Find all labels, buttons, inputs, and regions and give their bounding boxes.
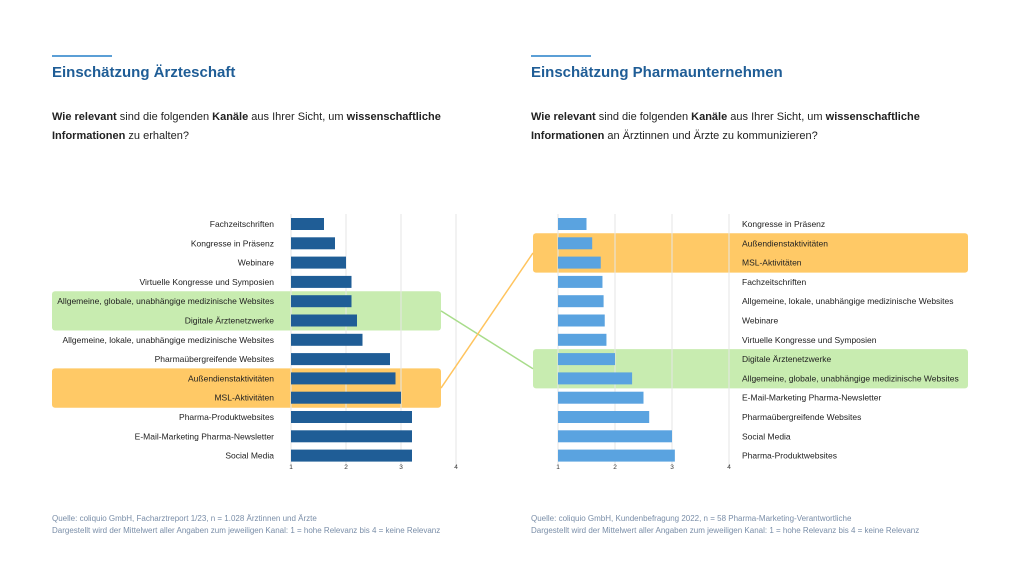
left-question-text-2: aus Ihrer Sicht, um [248, 111, 347, 123]
left-bar [291, 411, 412, 423]
right-tick-label: 2 [613, 464, 617, 471]
right-bar [558, 391, 644, 404]
right-category-label: Allgemeine, lokale, unabhängige medizini… [742, 296, 954, 306]
right-category-label: Pharma-Produktwebsites [742, 451, 837, 461]
right-category-label: Fachzeitschriften [742, 277, 807, 287]
left-heading: Einschätzung Ärzteschaft [52, 64, 236, 81]
right-bar [558, 430, 672, 443]
left-bar [291, 353, 390, 366]
right-bar [558, 372, 633, 385]
right-accent-line [531, 55, 591, 57]
left-question-text-3: zu erhalten? [125, 130, 189, 142]
left-tick-label: 4 [454, 464, 458, 471]
left-category-label: Digitale Ärztenetzwerke [185, 316, 275, 326]
left-bar [291, 391, 401, 404]
right-highlight-orange [533, 233, 968, 273]
left-bar [291, 256, 346, 269]
right-tick-label: 3 [670, 464, 674, 471]
right-source: Quelle: coliquio GmbH, Kundenbefragung 2… [531, 514, 852, 523]
left-bar [291, 218, 324, 230]
bars-layer [291, 218, 675, 462]
right-bar [558, 333, 607, 346]
right-question-text-3: an Ärztinnen und Ärzte zu kommunizieren? [604, 130, 818, 142]
right-category-label: Social Media [742, 431, 791, 441]
left-category-label: Außendienstaktivitäten [188, 373, 274, 383]
left-bar [291, 333, 363, 346]
right-question-text-1: sind die folgenden [595, 111, 692, 123]
left-bar [291, 430, 412, 443]
left-bar [291, 449, 412, 462]
right-tick-label: 4 [727, 464, 731, 471]
right-question-bold-1: Wie relevant [531, 111, 596, 123]
right-question-bold-2: Kanäle [691, 111, 728, 123]
left-accent-line [52, 55, 112, 57]
left-category-label: Kongresse in Präsenz [191, 238, 274, 248]
left-category-label: Webinare [238, 258, 274, 268]
right-bar [558, 275, 603, 288]
right-highlight-green [533, 349, 968, 389]
left-question-bold-2: Kanäle [212, 111, 249, 123]
connector-orange-line [440, 252, 534, 389]
right-category-label: Digitale Ärztenetzwerke [742, 354, 832, 364]
left-category-label: Pharma-Produktwebsites [179, 412, 274, 422]
left-note: Dargestellt wird der Mittelwert aller An… [52, 526, 441, 535]
left-question-bold-1: Wie relevant [52, 111, 117, 123]
right-bar [558, 314, 605, 327]
left-category-label: Fachzeitschriften [210, 219, 275, 229]
right-category-label: MSL-Aktivitäten [742, 258, 802, 268]
left-category-label: E-Mail-Marketing Pharma-Newsletter [135, 431, 275, 441]
left-footnote: Quelle: coliquio GmbH, Facharztreport 1/… [52, 513, 440, 537]
left-question-bold-3: wissenschaftliche Informationen [52, 111, 441, 142]
right-note: Dargestellt wird der Mittelwert aller An… [531, 526, 920, 535]
left-source: Quelle: coliquio GmbH, Facharztreport 1/… [52, 514, 317, 523]
left-question: Wie relevant sind die folgenden Kanäle a… [52, 108, 472, 146]
left-question-text-1: sind die folgenden [116, 111, 213, 123]
right-bar [558, 353, 615, 366]
right-category-label: Virtuelle Kongresse und Symposien [742, 335, 877, 345]
left-category-label: MSL-Aktivitäten [214, 393, 274, 403]
right-category-label: Allgemeine, globale, unabhängige medizin… [742, 373, 959, 383]
left-tick-label: 1 [289, 464, 293, 471]
left-bar [291, 314, 357, 327]
right-category-label: Pharmaübergreifende Websites [742, 412, 861, 422]
right-question-bold-3: wissenschaftliche Informationen [531, 111, 920, 142]
right-bar [558, 218, 587, 230]
right-footnote: Quelle: coliquio GmbH, Kundenbefragung 2… [531, 513, 919, 537]
right-category-label: E-Mail-Marketing Pharma-Newsletter [742, 393, 882, 403]
right-bar [558, 237, 593, 250]
right-heading: Einschätzung Pharmaunternehmen [531, 64, 783, 81]
left-category-label: Pharmaübergreifende Websites [155, 354, 274, 364]
right-tick-label: 1 [556, 464, 560, 471]
left-tick-label: 3 [399, 464, 403, 471]
left-category-label: Virtuelle Kongresse und Symposien [139, 277, 274, 287]
left-bar [291, 237, 335, 250]
left-category-label: Social Media [225, 451, 274, 461]
right-category-label: Webinare [742, 316, 778, 326]
right-question: Wie relevant sind die folgenden Kanäle a… [531, 108, 951, 146]
right-bar [558, 256, 601, 269]
left-category-label: Allgemeine, lokale, unabhängige medizini… [62, 335, 274, 345]
right-bar [558, 411, 650, 423]
left-category-label: Allgemeine, globale, unabhängige medizin… [57, 296, 274, 306]
connector-green-line [440, 310, 534, 370]
left-bar [291, 295, 352, 308]
labels-layer: 1 2 3 4 Fachzeitschriften Kongresse in Präsen… [57, 219, 958, 471]
right-question-text-2: aus Ihrer Sicht, um [727, 111, 826, 123]
right-bar [558, 295, 604, 308]
right-bar [558, 449, 675, 462]
right-category-label: Kongresse in Präsenz [742, 219, 825, 229]
left-bar [291, 372, 396, 385]
left-bar [291, 275, 352, 288]
left-tick-label: 2 [344, 464, 348, 471]
right-category-label: Außendienstaktivitäten [742, 238, 828, 248]
